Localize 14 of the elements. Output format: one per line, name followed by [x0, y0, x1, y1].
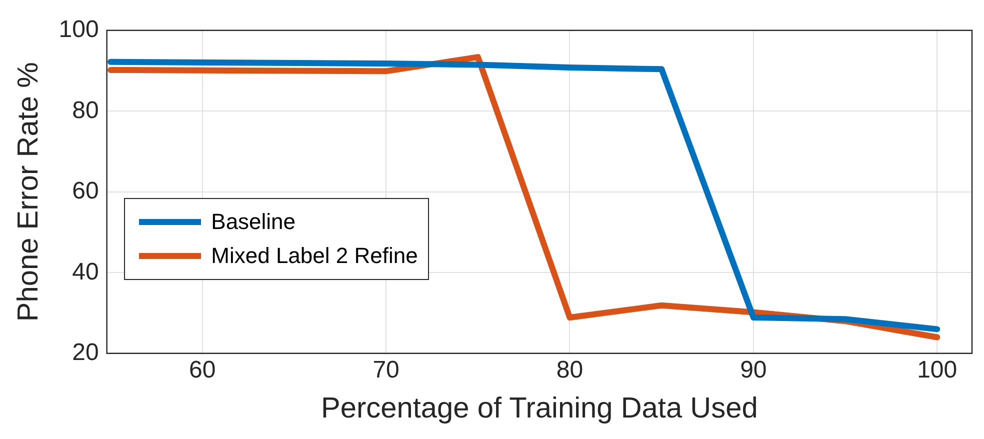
- y-tick-label: 100: [58, 16, 99, 44]
- y-axis-title: Phone Error Rate %: [12, 62, 44, 322]
- x-tick-label: 80: [556, 356, 584, 384]
- y-tick-label: 20: [72, 339, 99, 366]
- x-tick-label: 100: [917, 356, 958, 384]
- y-tick-label: 60: [72, 178, 99, 205]
- x-tick-label: 70: [372, 356, 400, 384]
- legend-label: Baseline: [211, 209, 296, 236]
- x-axis-title: Percentage of Training Data Used: [320, 392, 758, 425]
- y-tick-label: 80: [72, 96, 99, 124]
- y-tick-label: 40: [72, 258, 99, 286]
- legend-label: Mixed Label 2 Refine: [211, 243, 418, 270]
- x-tick-label: 60: [189, 356, 216, 384]
- x-tick-label: 90: [740, 356, 767, 384]
